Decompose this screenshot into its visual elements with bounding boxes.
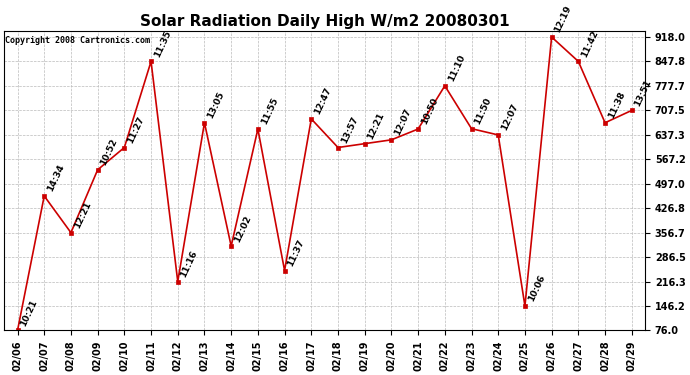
Text: 12:47: 12:47 <box>313 86 333 116</box>
Text: 13:57: 13:57 <box>339 115 359 145</box>
Text: 14:34: 14:34 <box>46 163 66 193</box>
Text: 12:19: 12:19 <box>553 4 573 34</box>
Text: 11:35: 11:35 <box>152 29 172 58</box>
Text: Copyright 2008 Cartronics.com: Copyright 2008 Cartronics.com <box>6 36 150 45</box>
Text: 10:52: 10:52 <box>99 137 119 167</box>
Text: 11:27: 11:27 <box>126 115 146 145</box>
Text: 12:07: 12:07 <box>500 102 520 132</box>
Text: 11:38: 11:38 <box>607 90 627 120</box>
Text: 10:21: 10:21 <box>19 298 39 328</box>
Text: 13:05: 13:05 <box>206 90 226 120</box>
Text: 12:21: 12:21 <box>366 111 386 141</box>
Text: 11:55: 11:55 <box>259 96 279 126</box>
Text: 12:21: 12:21 <box>72 200 92 230</box>
Text: 11:42: 11:42 <box>580 29 600 58</box>
Text: 11:50: 11:50 <box>473 96 493 126</box>
Text: 13:51: 13:51 <box>633 78 653 108</box>
Title: Solar Radiation Daily High W/m2 20080301: Solar Radiation Daily High W/m2 20080301 <box>140 13 509 28</box>
Text: 12:02: 12:02 <box>233 214 253 243</box>
Text: 11:16: 11:16 <box>179 249 199 279</box>
Text: 12:07: 12:07 <box>393 107 413 137</box>
Text: 11:37: 11:37 <box>286 238 306 268</box>
Text: 10:50: 10:50 <box>420 97 440 126</box>
Text: 11:10: 11:10 <box>446 53 466 83</box>
Text: 10:06: 10:06 <box>526 274 546 303</box>
